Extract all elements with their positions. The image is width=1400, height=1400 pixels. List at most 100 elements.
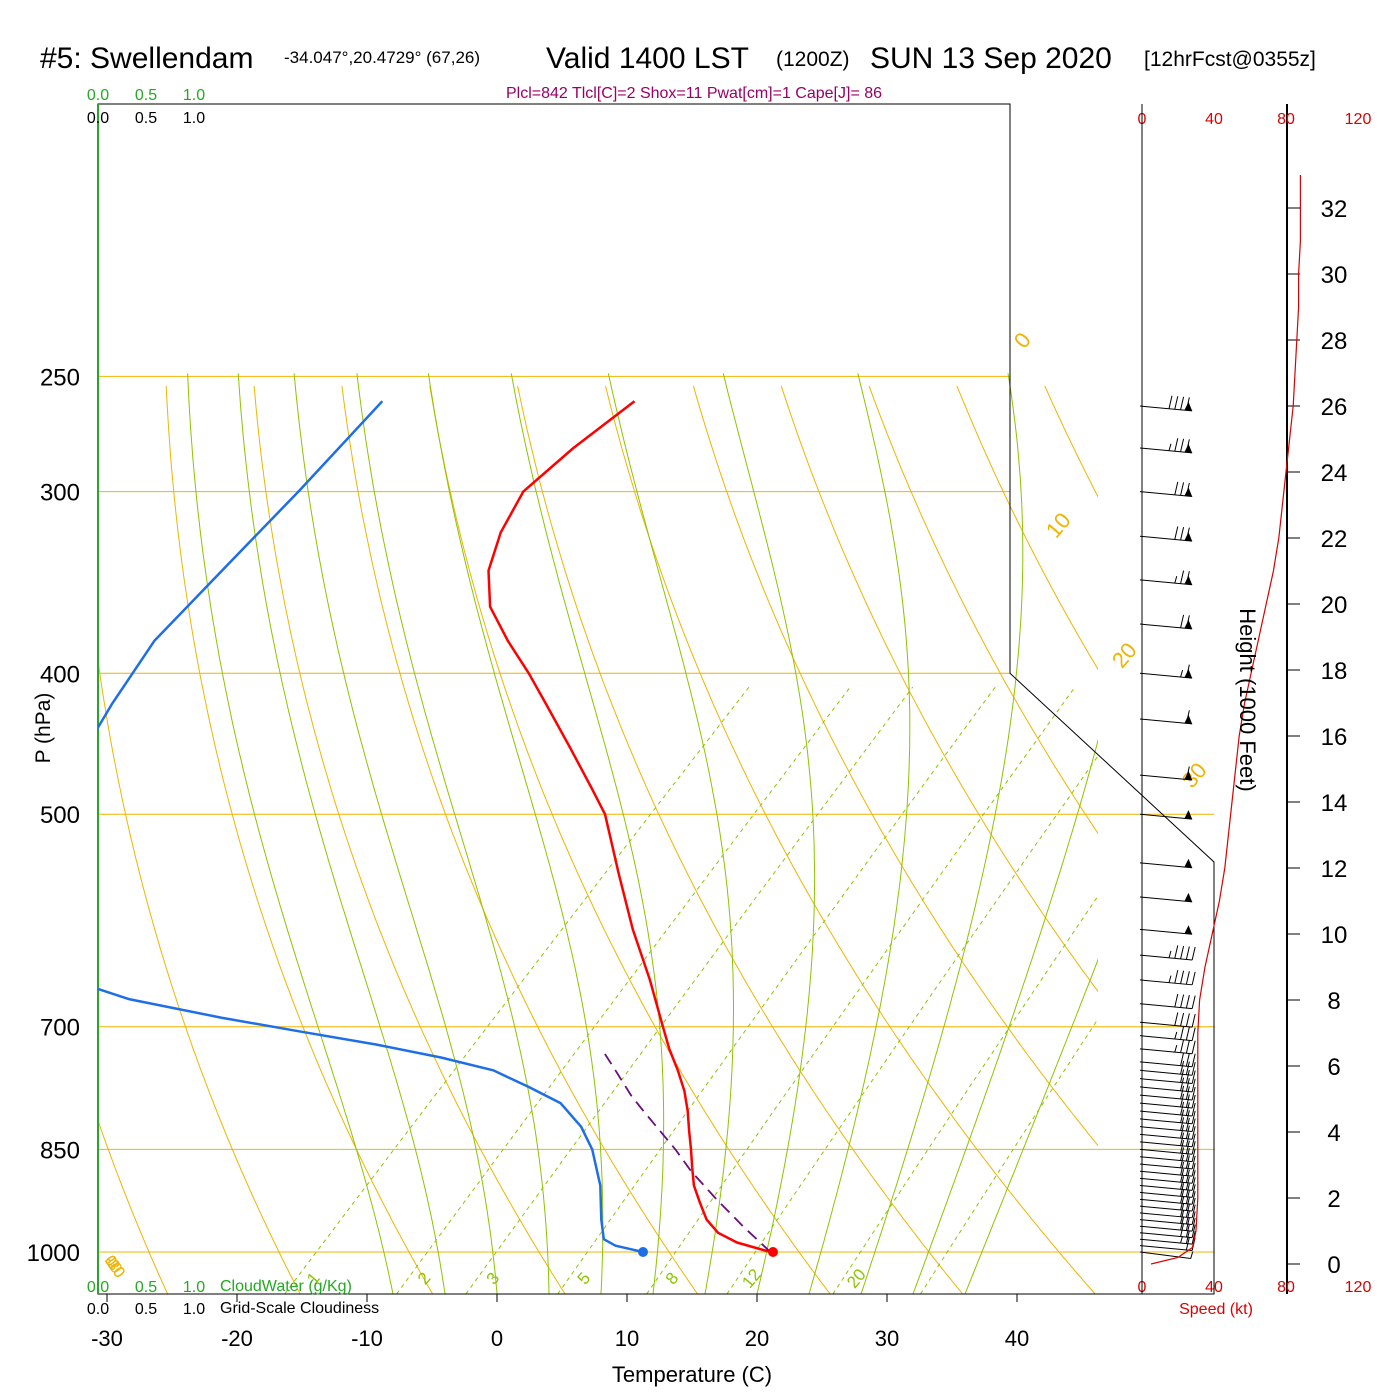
wind-barb-staff <box>1139 623 1193 630</box>
temperature-tick-label: 20 <box>745 1326 769 1351</box>
wind-barb-tick <box>1185 1053 1190 1067</box>
cloud-water-tick-bottom: 1.0 <box>183 1279 205 1296</box>
wind-barb-tick <box>1180 1069 1185 1083</box>
wind-barb-staff <box>1139 1126 1193 1133</box>
wind-barb-tick <box>1191 1197 1196 1212</box>
mixing-ratio-label: 8 <box>662 1269 683 1288</box>
temperature-tick-label: 0 <box>491 1326 503 1351</box>
wind-barb-tick <box>1191 946 1196 961</box>
pressure-tick-label: 700 <box>40 1015 80 1042</box>
wind-barb-staff <box>1139 1205 1193 1212</box>
wind-barb-halftick <box>1168 443 1172 451</box>
wind-barb-tick <box>1191 1163 1196 1177</box>
moist-adiabat <box>912 738 1098 1294</box>
wind-barb-tick <box>1191 1191 1196 1205</box>
wind-barb-tick <box>1180 1052 1185 1066</box>
dry-adiabat <box>253 385 566 1294</box>
pressure-axis: 250 300 400 500 700 850 1000 <box>27 364 80 1267</box>
wind-barb <box>1139 1101 1196 1117</box>
mixing-ratio-label: 3 <box>483 1269 504 1288</box>
wind-barb-tick <box>1185 1094 1190 1108</box>
wind-barb-staff <box>1139 1177 1193 1184</box>
wind-barb-tick <box>1185 946 1190 960</box>
wind-barb-staff <box>1139 1094 1193 1101</box>
moist-adiabat <box>293 373 498 1294</box>
height-tick-label: 2 <box>1327 1186 1340 1213</box>
wind-barb-staff <box>1139 1086 1193 1093</box>
wind-barb-tick <box>1180 1161 1185 1176</box>
wind-barb-tick <box>1191 1204 1196 1218</box>
temperature-axis-label: Temperature (C) <box>612 1362 772 1387</box>
height-tick-label: 30 <box>1321 262 1348 289</box>
dry-adiabat <box>98 1119 169 1294</box>
wind-barb <box>1139 1052 1196 1068</box>
wind-barbs <box>1139 395 1196 1259</box>
wind-barb-tick <box>1180 1093 1185 1108</box>
wind-barb-tick <box>1185 1117 1190 1132</box>
wind-barb <box>1139 481 1193 497</box>
wind-barb-staff <box>1139 1021 1193 1028</box>
wind-barb-tick <box>1180 1060 1185 1075</box>
wind-barb-tick <box>1174 438 1179 452</box>
dry-adiabat <box>868 385 1098 835</box>
moist-adiabat <box>510 373 665 1294</box>
wind-barb-halftick <box>1174 575 1178 584</box>
wind-barb-tick <box>1174 481 1179 495</box>
wind-barb-tick <box>1180 1077 1185 1091</box>
cloud-water-tick-bottom: 0.0 <box>87 1279 109 1296</box>
wind-barb-tick <box>1185 1061 1190 1075</box>
wind-barb-tick <box>1191 1062 1196 1076</box>
wind-barb-tick <box>1191 1231 1196 1245</box>
temperature-tick-label: 10 <box>615 1326 639 1351</box>
wind-barb-staff <box>1139 491 1193 497</box>
wind-barb-tick <box>1180 1132 1185 1146</box>
wind-barb-tick <box>1191 1078 1196 1092</box>
mixing-ratio-label: 5 <box>574 1269 595 1288</box>
forecast-info: [12hrFcst@0355z] <box>1144 48 1316 71</box>
valid-date: SUN 13 Sep 2020 <box>870 42 1112 75</box>
wind-barb-staff <box>1139 1238 1193 1245</box>
wind-barb <box>1139 526 1193 542</box>
wind-barb-tick <box>1185 1086 1190 1100</box>
wind-barb <box>1139 945 1196 961</box>
wind-barb-tick <box>1185 1140 1190 1154</box>
wind-barb-tick <box>1174 1012 1179 1026</box>
surface-temperature-dot <box>768 1247 778 1257</box>
wind-barb <box>1139 858 1193 869</box>
wind-barb-tick <box>1174 945 1179 959</box>
moist-adiabat-grid <box>187 373 1098 1294</box>
dry-adiabat <box>1308 386 1400 1294</box>
moist-adiabat <box>722 373 816 1294</box>
wind-barb-tick <box>1180 970 1185 984</box>
cloud-water-label: CloudWater (g/Kg) <box>220 1278 352 1295</box>
dry-adiabat-label: 10 <box>1041 508 1076 543</box>
wind-barb-tick <box>1174 526 1179 540</box>
wind-barb-tick <box>1191 1184 1196 1198</box>
wind-barb-tick <box>1185 615 1190 629</box>
wind-barb-tick <box>1185 527 1190 541</box>
wind-barb-tick <box>1180 1147 1185 1161</box>
wind-barb-staff <box>1139 672 1193 679</box>
wind-barb <box>1139 993 1196 1010</box>
wind-barb-tick <box>1185 397 1190 411</box>
valid-time: Valid 1400 LST <box>546 42 749 75</box>
wind-barb-tick <box>1185 1110 1190 1124</box>
wind-barb-staff <box>1139 1198 1193 1205</box>
wind-barb <box>1139 1026 1196 1042</box>
wind-barb-staff <box>1139 1184 1193 1191</box>
wind-barb-tick <box>1185 482 1190 497</box>
wind-barb-tick <box>1185 1069 1190 1084</box>
wind-barb-tick <box>1191 1110 1196 1124</box>
wind-barb <box>1139 1161 1196 1177</box>
wind-barb-tick <box>1185 664 1190 678</box>
wind-barb-tick <box>1191 1155 1196 1170</box>
dry-adiabat <box>517 385 963 1294</box>
pressure-tick-label: 400 <box>40 661 80 688</box>
dry-adiabat <box>1133 386 1400 1294</box>
wind-barb-staff <box>1139 718 1193 725</box>
dry-adiabat-label: 20 <box>1107 638 1142 673</box>
wind-barb-tick <box>1180 1012 1185 1027</box>
wind-barb-halftick <box>1180 669 1184 678</box>
dry-adiabat <box>341 385 699 1294</box>
